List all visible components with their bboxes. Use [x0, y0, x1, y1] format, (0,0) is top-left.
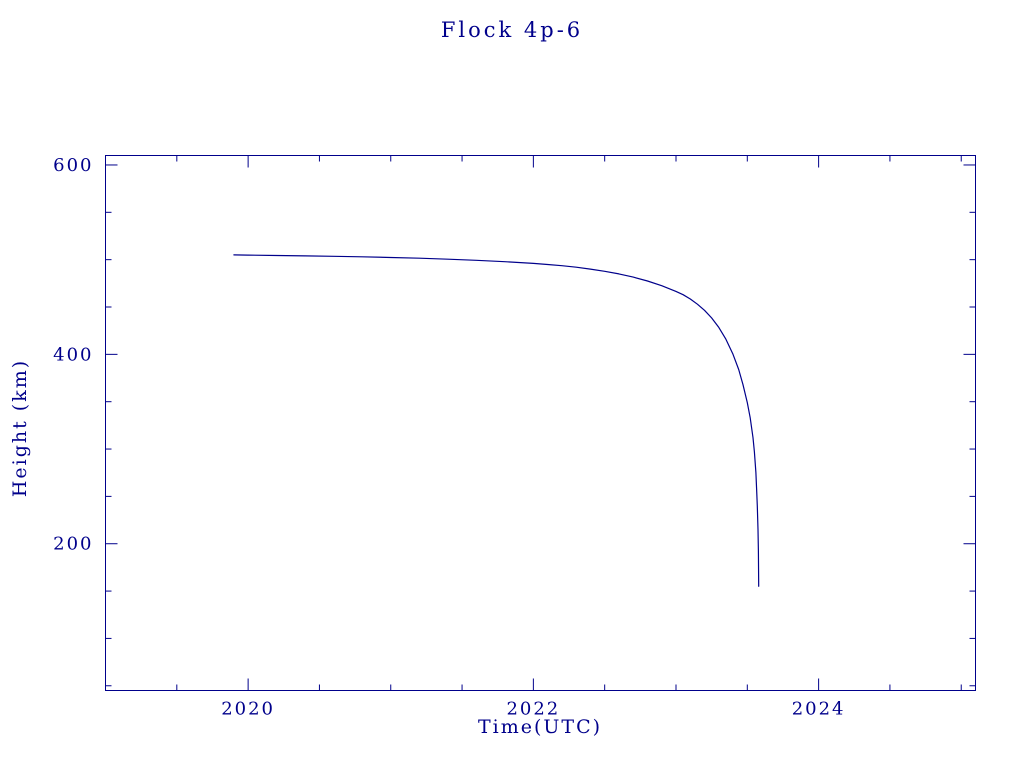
height-curve — [233, 254, 760, 587]
x-tick-label: 2024 — [792, 699, 846, 720]
x-tick-label: 2022 — [506, 699, 560, 720]
plot-frame — [105, 155, 976, 691]
x-tick-label: 2020 — [221, 699, 275, 720]
chart-title: Flock 4p-6 — [440, 18, 584, 42]
y-tick-label: 200 — [53, 534, 93, 555]
y-tick-label: 400 — [53, 344, 93, 365]
y-tick-label: 600 — [53, 155, 93, 176]
x-axis-label: Time(UTC) — [477, 716, 603, 738]
